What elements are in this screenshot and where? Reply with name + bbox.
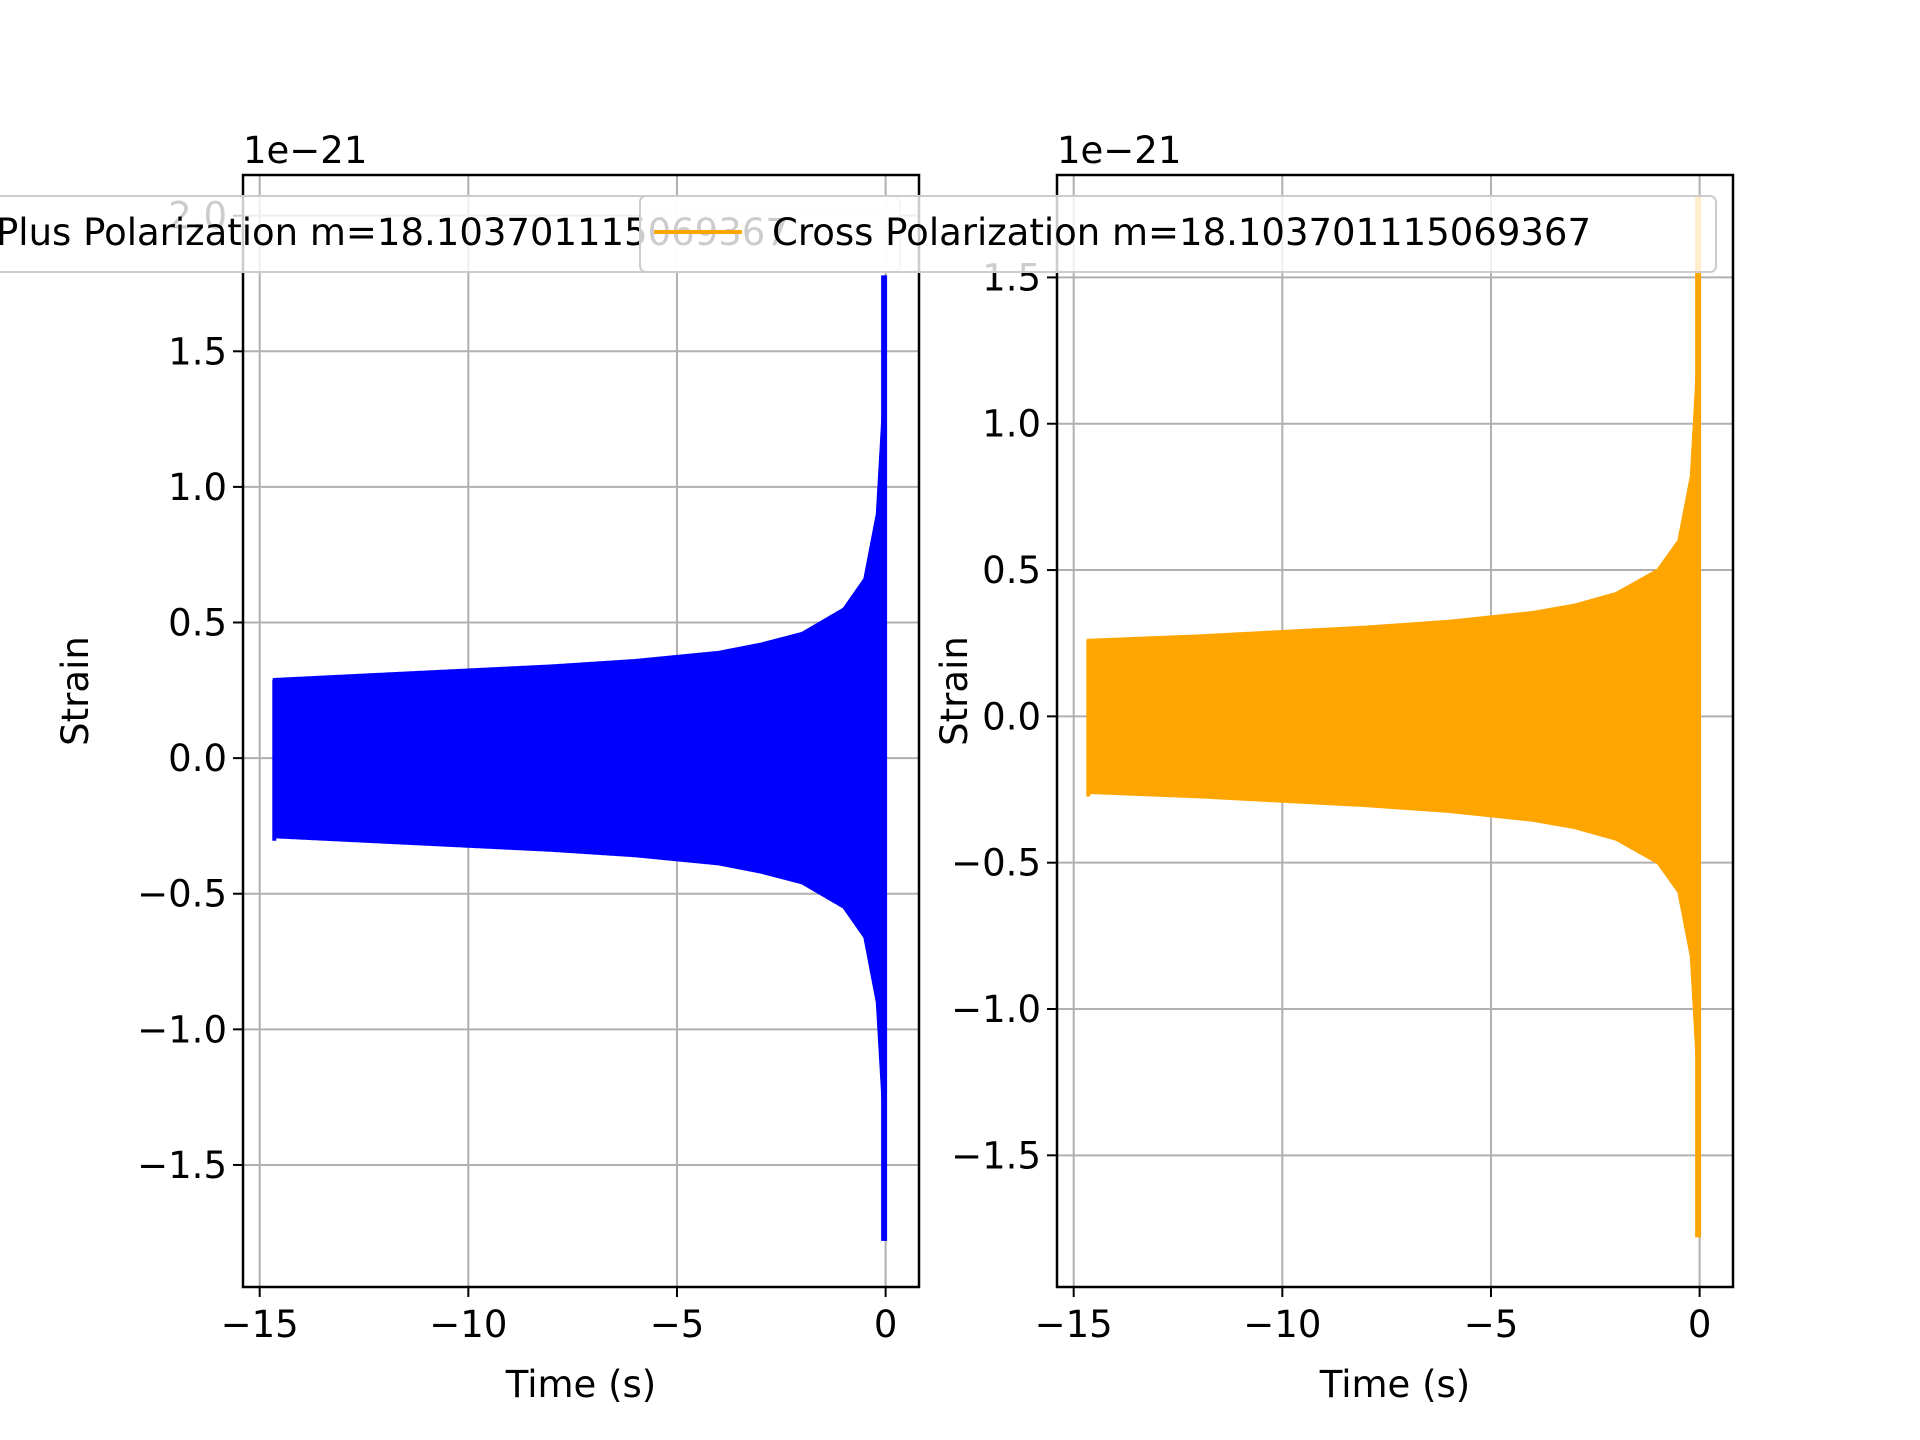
y-tick-label: −1.5 [951, 1134, 1041, 1177]
y-axis-ticks: −1.5−1.0−0.50.00.51.01.5 [951, 256, 1057, 1177]
waveform-band [1086, 195, 1702, 1238]
axes-frame [241, 173, 921, 1289]
waveform-series [1086, 195, 1702, 1238]
y-axis-label: Strain [54, 636, 97, 746]
x-tick-label: −10 [429, 1303, 507, 1346]
x-axis-label: Time (s) [1319, 1363, 1470, 1406]
y-tick-label: 0.0 [168, 737, 227, 780]
y-tick-label: 1.0 [982, 403, 1041, 446]
y-offset-label: 1e−21 [1057, 129, 1181, 172]
x-tick-label: −10 [1243, 1303, 1321, 1346]
x-tick-label: −15 [1035, 1303, 1113, 1346]
x-tick-label: −5 [1464, 1303, 1519, 1346]
y-tick-label: −1.5 [137, 1144, 227, 1187]
x-axis-ticks: −15 −10 −5 0 [221, 1287, 898, 1346]
x-axis-ticks: −15 −10 −5 0 [1035, 1287, 1712, 1346]
waveform-band [272, 275, 888, 1241]
y-tick-label: −1.0 [137, 1008, 227, 1051]
legend-frame [639, 195, 1717, 273]
x-tick-label: −5 [650, 1303, 705, 1346]
y-tick-label: 0.5 [982, 549, 1041, 592]
x-tick-label: 0 [1688, 1303, 1712, 1346]
y-axis-label: Strain [933, 636, 976, 746]
y-tick-label: 0.0 [982, 695, 1041, 738]
subplot-cross-polarization: −15 −10 −5 0 −1.5−1.0−0.50.00.51.01.5 Time … [933, 129, 1735, 1406]
waveform-series [272, 275, 888, 1241]
axes-frame [1055, 173, 1735, 1289]
y-tick-label: −0.5 [951, 842, 1041, 885]
legend-cross-polarization: Cross Polarization m=18.103701115069367 [639, 195, 1717, 273]
x-tick-label: −15 [221, 1303, 299, 1346]
legend-entry-label: Cross Polarization m=18.103701115069367 [772, 211, 1591, 254]
y-tick-label: −0.5 [137, 873, 227, 916]
y-tick-label: 1.5 [168, 330, 227, 373]
y-offset-label: 1e−21 [243, 129, 367, 172]
x-tick-label: 0 [874, 1303, 898, 1346]
x-axis-label: Time (s) [505, 1363, 656, 1406]
y-tick-label: 1.0 [168, 466, 227, 509]
y-tick-label: −1.0 [951, 988, 1041, 1031]
y-axis-ticks: −1.5−1.0−0.50.00.51.01.52.0 [137, 195, 243, 1187]
y-tick-label: 0.5 [168, 602, 227, 645]
subplot-plus-polarization: −15−10−50 −1.5−1.0−0.50.00.51.01.52.0 Ti… [54, 129, 921, 1406]
